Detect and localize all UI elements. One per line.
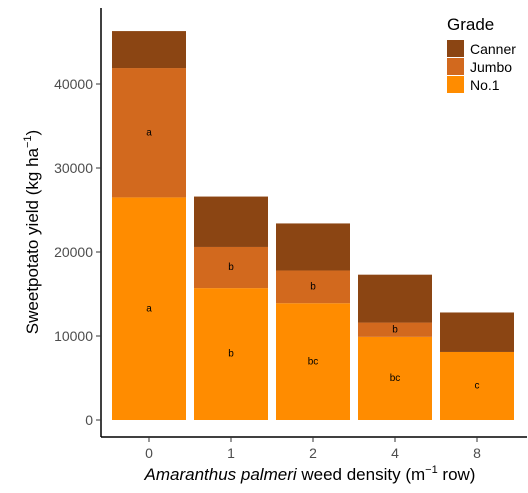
legend-key-canner [447, 40, 464, 57]
significance-label-jumbo-2: b [310, 282, 316, 293]
bar-canner-0 [112, 31, 186, 69]
x-tick-label: 8 [473, 445, 481, 461]
y-axis: 0 10000 20000 30000 40000 [54, 8, 102, 437]
significance-label-no1-1: b [228, 349, 234, 360]
x-tick-label: 0 [145, 445, 153, 461]
significance-label-no1-0: a [146, 303, 152, 314]
plot-area: aabbbcbbcbcb [112, 31, 514, 420]
bar-canner-2 [276, 223, 350, 271]
bar-no1-1 [194, 288, 268, 420]
legend-label-canner: Canner [470, 41, 516, 57]
legend-title: Grade [447, 15, 494, 34]
y-tick-label: 10000 [54, 328, 93, 344]
bar-canner-1 [194, 196, 268, 247]
significance-label-jumbo-4: b [392, 324, 398, 335]
bar-no1-0 [112, 197, 186, 420]
legend-key-jumbo [447, 58, 464, 75]
bar-jumbo-1 [194, 246, 268, 289]
bar-jumbo-4 [358, 322, 432, 337]
legend-key-no1 [447, 76, 464, 93]
bar-no1-8 [440, 351, 514, 420]
y-tick-label: 20000 [54, 244, 93, 260]
legend-label-no1: No.1 [470, 77, 500, 93]
significance-label-no1-4: bc [390, 373, 401, 384]
x-axis-title: Amaranthus palmeri weed density (m−1 row… [144, 464, 476, 484]
significance-label-jumbo-1: b [228, 262, 234, 273]
bar-jumbo-0 [112, 68, 186, 198]
bar-jumbo-2 [276, 270, 350, 304]
y-tick-label: 0 [85, 412, 93, 428]
x-axis: 0 1 2 4 8 [101, 436, 527, 461]
significance-label-no1-8: c [475, 381, 480, 392]
bar-no1-2 [276, 303, 350, 420]
x-tick-label: 2 [309, 445, 317, 461]
significance-label-no1-2: bc [308, 356, 319, 367]
legend-label-jumbo: Jumbo [470, 59, 512, 75]
bar-canner-8 [440, 312, 514, 352]
significance-label-jumbo-0: a [146, 127, 152, 138]
y-axis-title: Sweetpotato yield (kg ha−1) [22, 130, 42, 334]
y-tick-label: 30000 [54, 160, 93, 176]
x-tick-label: 1 [227, 445, 235, 461]
bar-no1-4 [358, 336, 432, 420]
legend: Grade Canner Jumbo No.1 [447, 15, 516, 93]
bar-canner-4 [358, 274, 432, 323]
x-tick-label: 4 [391, 445, 399, 461]
y-tick-label: 40000 [54, 76, 93, 92]
